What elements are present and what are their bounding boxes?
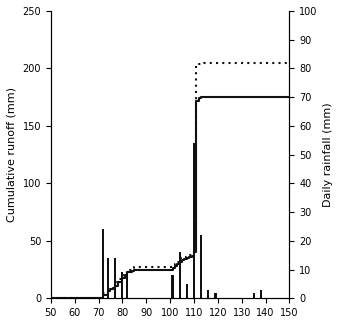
Bar bbox=[193, 143, 195, 298]
Bar bbox=[102, 229, 104, 298]
Bar bbox=[178, 252, 181, 298]
Bar bbox=[260, 290, 262, 298]
Y-axis label: Cumulative runoff (mm): Cumulative runoff (mm) bbox=[7, 87, 17, 222]
Bar bbox=[253, 292, 255, 298]
Bar bbox=[114, 258, 116, 298]
Bar bbox=[126, 275, 128, 298]
Bar bbox=[215, 292, 217, 298]
Bar bbox=[171, 275, 174, 298]
Y-axis label: Daily rainfall (mm): Daily rainfall (mm) bbox=[323, 102, 333, 207]
Bar bbox=[121, 272, 123, 298]
Bar bbox=[200, 235, 202, 298]
Bar bbox=[207, 290, 209, 298]
Bar bbox=[107, 258, 109, 298]
Bar bbox=[186, 284, 188, 298]
